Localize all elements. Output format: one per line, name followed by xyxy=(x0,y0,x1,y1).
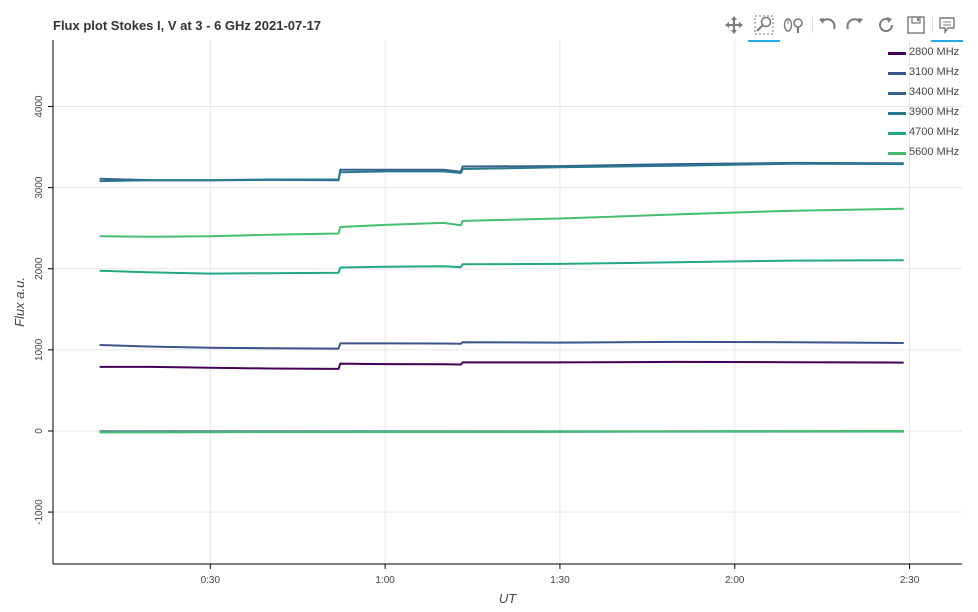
legend-swatch xyxy=(888,72,906,75)
series-line xyxy=(99,207,904,238)
y-tick-label: 2000 xyxy=(34,257,45,280)
redo-icon[interactable] xyxy=(842,12,868,38)
legend-item[interactable]: 5600 MHz xyxy=(885,144,965,164)
legend-swatch xyxy=(888,52,906,55)
axes xyxy=(52,40,962,565)
legend-label: 3100 MHz xyxy=(909,66,960,78)
x-tick-label: 0:30 xyxy=(201,575,221,586)
legend-item[interactable]: 3400 MHz xyxy=(885,84,965,104)
y-tick-label: 3000 xyxy=(34,176,45,199)
y-tick-label: 1000 xyxy=(34,338,45,361)
series-line xyxy=(99,161,904,182)
legend-item[interactable]: 2800 MHz xyxy=(885,44,965,64)
toolbar-divider xyxy=(812,17,813,33)
undo-icon[interactable] xyxy=(814,12,840,38)
box-zoom-icon[interactable] xyxy=(748,12,780,42)
wheel-zoom-icon[interactable] xyxy=(781,12,807,38)
x-tick-label: 1:00 xyxy=(375,575,395,586)
legend-swatch xyxy=(888,152,906,155)
series-line xyxy=(99,340,904,350)
hover-icon[interactable] xyxy=(931,12,963,42)
x-axis-label: UT xyxy=(499,591,517,606)
legend-label: 5600 MHz xyxy=(909,146,960,158)
series-line xyxy=(99,360,904,370)
legend: 2800 MHz 3100 MHz 3400 MHz 3900 MHz 4700 MHz… xyxy=(885,44,965,164)
x-tick-label: 1:30 xyxy=(550,575,570,586)
y-axis-label: Flux a.u. xyxy=(12,277,27,327)
legend-label: 4700 MHz xyxy=(909,126,960,138)
plot-toolbar xyxy=(718,8,968,42)
x-tick-label: 2:30 xyxy=(900,575,920,586)
chart-title: Flux plot Stokes I, V at 3 - 6 GHz 2021-… xyxy=(53,18,322,33)
grid xyxy=(53,40,962,564)
y-tick-label: -1000 xyxy=(34,499,45,525)
save-icon[interactable] xyxy=(903,12,929,38)
x-tick-label: 2:00 xyxy=(725,575,745,586)
legend-item[interactable]: 3100 MHz xyxy=(885,64,965,84)
legend-label: 3900 MHz xyxy=(909,106,960,118)
legend-swatch xyxy=(888,132,906,135)
x-ticks: 0:30 1:00 1:30 2:00 2:30 xyxy=(201,564,920,586)
legend-swatch xyxy=(888,92,906,95)
y-ticks: -1000 0 1000 2000 3000 4000 xyxy=(34,95,53,525)
toolbar-divider xyxy=(932,17,933,33)
y-tick-label: 0 xyxy=(34,428,45,434)
legend-swatch xyxy=(888,112,906,115)
legend-label: 2800 MHz xyxy=(909,46,960,58)
series-line xyxy=(99,259,904,275)
series-lines xyxy=(99,161,904,434)
y-tick-label: 4000 xyxy=(34,95,45,118)
legend-item[interactable]: 3900 MHz xyxy=(885,104,965,124)
series-line xyxy=(99,162,904,183)
series-line-stokes-v xyxy=(99,430,904,434)
reset-icon[interactable] xyxy=(873,12,899,38)
legend-label: 3400 MHz xyxy=(909,86,960,98)
legend-item[interactable]: 4700 MHz xyxy=(885,124,965,144)
pan-icon[interactable] xyxy=(721,12,747,38)
